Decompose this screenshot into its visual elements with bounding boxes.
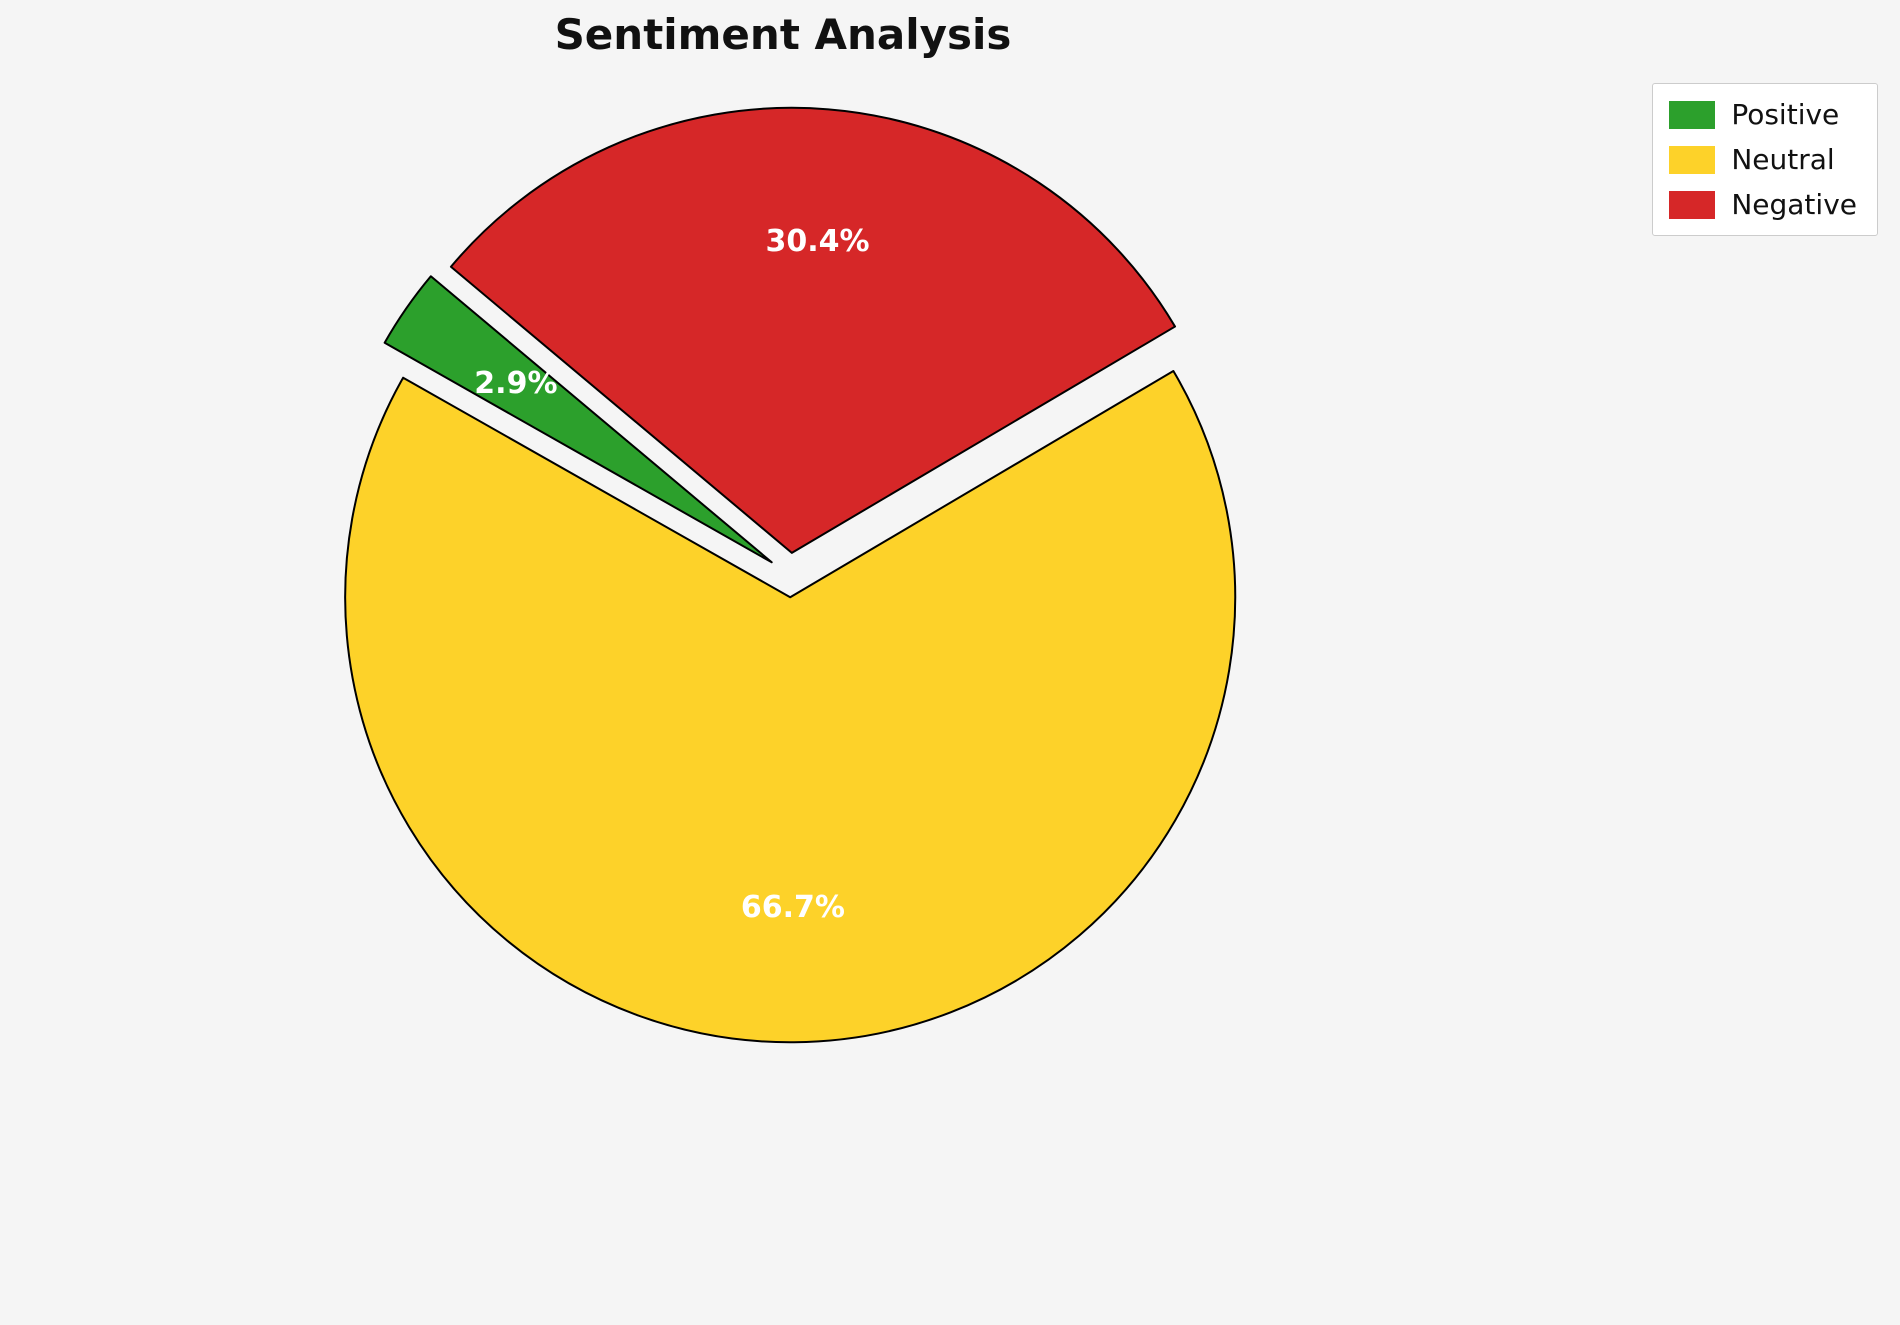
legend-item-positive: Positive bbox=[1669, 98, 1857, 131]
legend-item-neutral: Neutral bbox=[1669, 143, 1857, 176]
legend-label-negative: Negative bbox=[1731, 188, 1857, 221]
legend-swatch-neutral-icon bbox=[1669, 145, 1716, 174]
chart-title: Sentiment Analysis bbox=[554, 10, 1012, 59]
legend-label-positive: Positive bbox=[1731, 98, 1840, 131]
legend-swatch-positive-icon bbox=[1669, 100, 1716, 129]
pie-slice-neutral bbox=[344, 369, 1237, 1044]
pie-slice-positive bbox=[383, 275, 773, 564]
pie-label-neutral: 66.7% bbox=[741, 890, 845, 925]
legend: Positive Neutral Negative bbox=[1652, 83, 1878, 236]
pie-label-negative: 30.4% bbox=[765, 224, 869, 259]
legend-swatch-negative-icon bbox=[1669, 190, 1716, 219]
legend-item-negative: Negative bbox=[1669, 188, 1857, 221]
pie-slice-negative bbox=[449, 106, 1177, 554]
legend-label-neutral: Neutral bbox=[1731, 143, 1835, 176]
pie-label-positive: 2.9% bbox=[474, 366, 557, 401]
